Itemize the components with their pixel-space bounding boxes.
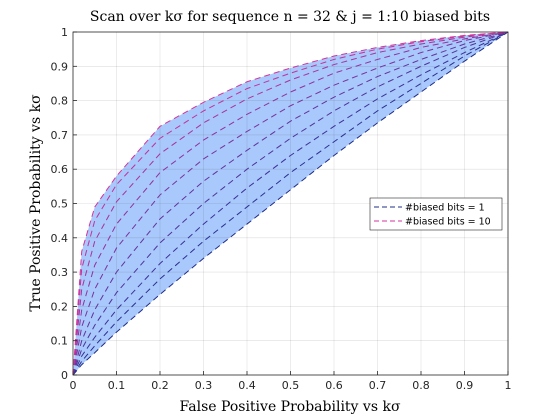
y-tick-label-8: 0.8 — [51, 95, 69, 108]
series-line-9 — [72, 31, 509, 376]
x-tick-label-9: 0.9 — [456, 379, 474, 392]
y-tick-label-5: 0.5 — [51, 198, 69, 211]
x-tick-label-0: 0 — [70, 379, 77, 392]
x-tick-label-5: 0.5 — [282, 379, 300, 392]
x-tick-label-10: 1 — [505, 379, 512, 392]
y-tick-label-7: 0.7 — [51, 129, 69, 142]
x-tick-label-4: 0.4 — [238, 379, 256, 392]
auc-fill-region — [73, 32, 508, 375]
y-tick-label-6: 0.6 — [51, 163, 69, 176]
legend-label-10: #biased bits = 10 — [405, 217, 491, 228]
series-line-5 — [72, 31, 509, 376]
series-line-2 — [72, 31, 509, 376]
x-axis: 0 0.1 0.2 0.3 0.4 0.5 0.6 0.7 0.8 0.9 1 — [70, 371, 512, 392]
y-tick-label-4: 0.4 — [51, 232, 69, 245]
x-tick-label-2: 0.2 — [151, 379, 169, 392]
legend: #biased bits = 1 #biased bits = 10 — [369, 197, 503, 231]
series-line-10 — [72, 31, 509, 376]
legend-label-1: #biased bits = 1 — [405, 203, 485, 214]
series-line-3 — [72, 31, 509, 376]
y-tick-label-0: 0 — [61, 369, 68, 382]
series-line-6 — [72, 31, 509, 376]
y-tick-label-2: 0.2 — [51, 300, 69, 313]
x-axis-title: False Positive Probability vs kσ — [179, 399, 400, 415]
x-tick-label-6: 0.6 — [325, 379, 343, 392]
y-axis: 0 0.1 0.2 0.3 0.4 0.5 0.6 0.7 0.8 0.9 1 — [51, 26, 77, 382]
x-tick-label-8: 0.8 — [412, 379, 430, 392]
series-group — [72, 31, 509, 376]
series-line-7 — [72, 31, 509, 376]
y-tick-label-3: 0.3 — [51, 266, 69, 279]
series-line-8 — [72, 31, 509, 376]
y-axis-title: True Positive Probability vs kσ — [28, 94, 44, 312]
series-line-4 — [72, 31, 509, 376]
series-line-1 — [72, 31, 509, 376]
y-tick-label-9: 0.9 — [51, 60, 69, 73]
y-tick-label-10: 1 — [61, 26, 68, 39]
legend-box — [369, 197, 503, 231]
x-tick-label-3: 0.3 — [195, 379, 213, 392]
x-tick-label-7: 0.7 — [369, 379, 387, 392]
x-tick-label-1: 0.1 — [108, 379, 126, 392]
chart-title: Scan over kσ for sequence n = 32 & j = 1… — [90, 9, 490, 25]
y-tick-label-1: 0.1 — [51, 335, 69, 348]
